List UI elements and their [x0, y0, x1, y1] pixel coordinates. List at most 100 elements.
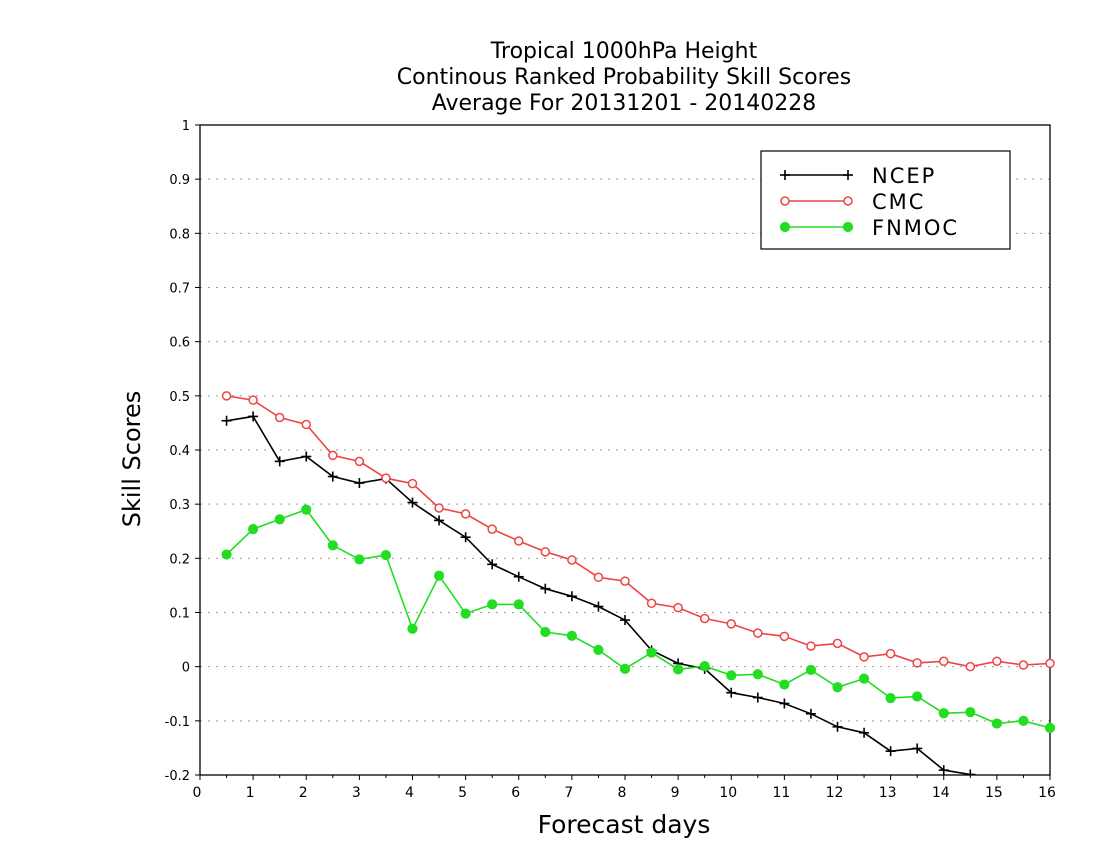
series-cmc-point [301, 419, 311, 430]
x-tick-label: 13 [879, 785, 897, 801]
series-fnmoc-line [226, 508, 1051, 729]
x-tick-label: 5 [458, 785, 467, 801]
series-ncep-point [859, 727, 870, 738]
y-tick-label: 0.1 [169, 607, 190, 622]
series-fnmoc-point [726, 670, 737, 681]
series-cmc-point [912, 658, 922, 668]
series-fnmoc-point [673, 664, 684, 675]
y-tick-label: 0.7 [169, 282, 190, 297]
series-ncep-point [248, 411, 259, 422]
series-fnmoc-point [566, 630, 577, 641]
series-cmc-point [779, 631, 790, 642]
x-tick-label: 3 [352, 785, 361, 801]
series-ncep-point [354, 478, 365, 489]
y-tick-label: 1 [182, 119, 190, 134]
series-ncep-point [407, 497, 418, 508]
series-fnmoc-point [407, 623, 418, 634]
series-cmc-point [514, 536, 524, 546]
series-cmc-point [1018, 660, 1029, 670]
series-ncep-point [487, 559, 498, 570]
series-cmc [221, 391, 1055, 672]
x-tick-label: 15 [985, 785, 1003, 801]
legend-item-fnmoc: FNMOC [779, 216, 957, 240]
series-cmc-point [832, 638, 843, 649]
x-tick-label: 8 [618, 785, 627, 801]
series-cmc-point [540, 547, 551, 557]
y-tick-label: 0.8 [169, 227, 190, 242]
series-ncep-point [593, 601, 604, 612]
series-fnmoc-point [221, 549, 232, 560]
y-tick-label: 0 [182, 661, 190, 676]
x-tick-label: 16 [1038, 785, 1056, 801]
legend-label: CMC [872, 190, 925, 214]
series-cmc-point [221, 391, 232, 401]
series-fnmoc-point [433, 570, 445, 581]
series-ncep-point [513, 571, 524, 582]
series-fnmoc-point [832, 682, 843, 693]
x-tick-label: 9 [671, 785, 680, 801]
legend-marker [779, 221, 791, 233]
legend-item-ncep: NCEP [780, 164, 936, 188]
series-fnmoc-point [965, 707, 976, 718]
series-fnmoc-point [912, 691, 923, 702]
series-ncep-point [885, 746, 896, 757]
series-fnmoc-point [858, 673, 870, 684]
series-ncep-point [965, 769, 976, 775]
series-cmc-point [939, 656, 949, 666]
series-ncep-point [620, 615, 630, 626]
series-ncep-point [938, 765, 949, 775]
series-ncep-point [540, 583, 551, 594]
y-tick-label: 0.3 [169, 498, 190, 513]
series-fnmoc-point [354, 554, 365, 565]
y-tick-label: 0.2 [169, 552, 190, 567]
title-line: Tropical 1000hPa Height [490, 39, 758, 64]
series-fnmoc-point [805, 664, 817, 676]
series-cmc-point [859, 652, 869, 662]
series-ncep [221, 411, 976, 775]
series-fnmoc-point [327, 540, 338, 551]
series-ncep-line [226, 415, 976, 775]
series-fnmoc-point [593, 644, 604, 655]
series-ncep-point [566, 591, 577, 602]
legend-marker [780, 170, 790, 180]
series-cmc-point [407, 478, 418, 489]
series-cmc-point [673, 602, 683, 613]
series-fnmoc-point [699, 661, 710, 672]
series-fnmoc-point [619, 663, 631, 674]
series-fnmoc-point [487, 599, 498, 610]
series-fnmoc-point [513, 599, 524, 610]
series-fnmoc-point [646, 647, 657, 658]
series-fnmoc-point [274, 514, 285, 525]
series-cmc-point [699, 613, 710, 624]
y-tick-label: 0.9 [169, 173, 190, 188]
series-ncep-point [912, 743, 923, 754]
series-ncep-point [726, 687, 737, 698]
series-ncep-point [327, 471, 338, 482]
series-cmc-point [620, 576, 630, 586]
plot-frame [199, 124, 1051, 776]
series-cmc-point [460, 509, 471, 519]
x-tick-label: 11 [772, 785, 790, 801]
title-line: Average For 20131201 - 20140228 [432, 91, 817, 116]
legend-marker [842, 221, 854, 233]
axes: -0.2-0.100.10.20.30.40.50.60.70.80.910 1 2… [165, 119, 1056, 801]
series-fnmoc-point [380, 549, 392, 561]
series-cmc-point [434, 503, 444, 513]
legend-box [760, 150, 1011, 250]
series-cmc-point [381, 473, 391, 483]
y-tick-label: 0.6 [169, 336, 190, 351]
x-tick-label: 4 [405, 785, 414, 801]
series-fnmoc-point [1044, 722, 1056, 733]
series-cmc-point [992, 656, 1002, 666]
x-tick-label: 14 [932, 785, 950, 801]
title-line: Continous Ranked Probability Skill Score… [397, 65, 851, 90]
y-tick-label: -0.1 [165, 715, 190, 730]
y-axis-label: Skill Scores [118, 391, 146, 528]
y-tick-label: -0.2 [165, 769, 190, 784]
legend-label: NCEP [872, 164, 936, 188]
series-fnmoc-point [1018, 715, 1029, 726]
series-fnmoc-point [752, 669, 763, 680]
